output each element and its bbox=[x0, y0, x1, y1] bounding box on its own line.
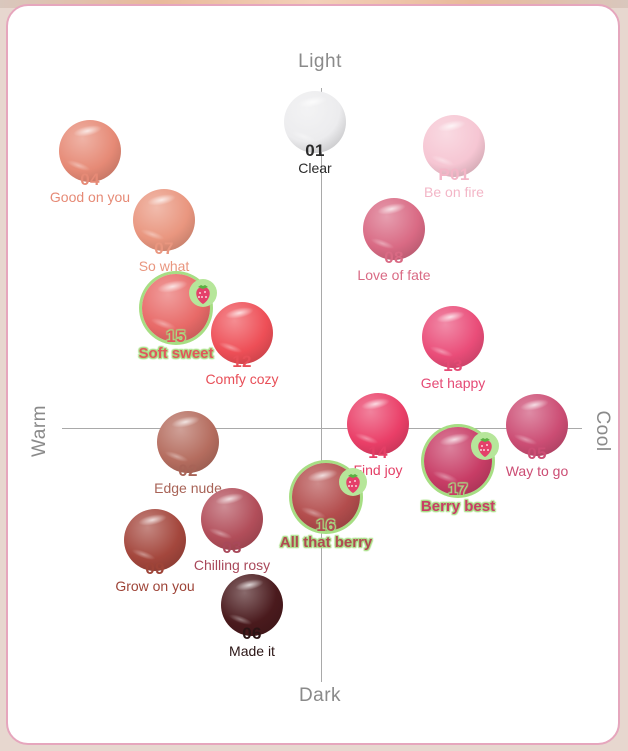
gloss-highlight bbox=[156, 277, 190, 295]
axis-label-cool: Cool bbox=[592, 410, 613, 452]
swatch-13 bbox=[422, 306, 484, 368]
shade-name: Good on you bbox=[49, 189, 131, 205]
axis-label-dark: Dark bbox=[298, 685, 342, 706]
gloss-highlight bbox=[296, 94, 327, 110]
shade-name: Soft sweet bbox=[138, 345, 214, 362]
shade-name: So what bbox=[138, 258, 190, 274]
shade-number: 06 bbox=[242, 624, 262, 643]
shade-name: Edge nude bbox=[154, 480, 222, 496]
shade-number: 04 bbox=[80, 170, 100, 189]
strawberry-icon bbox=[188, 278, 218, 308]
shade-name: Be on fire bbox=[424, 184, 484, 200]
shade-number: 14 bbox=[368, 443, 388, 462]
shade-number: 09 bbox=[145, 559, 165, 578]
axis-label-warm: Warm bbox=[29, 405, 50, 457]
gloss-highlight bbox=[375, 201, 406, 217]
swatch-14 bbox=[347, 393, 409, 455]
shade-name: Comfy cozy bbox=[205, 371, 279, 387]
shade-number: 08 bbox=[384, 248, 404, 267]
gloss-highlight bbox=[213, 491, 244, 507]
gloss-highlight bbox=[223, 305, 254, 321]
shade-number: 02 bbox=[178, 461, 198, 480]
shade-number: 01 bbox=[305, 141, 325, 160]
swatch-02 bbox=[157, 411, 219, 473]
shade-number: 03 bbox=[222, 538, 242, 557]
swatch-p01 bbox=[423, 115, 485, 177]
swatch-09 bbox=[124, 509, 186, 571]
shade-name: Clear bbox=[298, 160, 332, 176]
gloss-highlight bbox=[435, 118, 466, 134]
shade-name: Get happy bbox=[420, 375, 486, 391]
gloss-highlight bbox=[71, 123, 102, 139]
strawberry-icon bbox=[338, 467, 368, 497]
swatch-05 bbox=[506, 394, 568, 456]
gloss-highlight bbox=[434, 309, 465, 325]
gloss-highlight bbox=[306, 466, 340, 484]
gloss-highlight bbox=[359, 396, 390, 412]
swatch-04 bbox=[59, 120, 121, 182]
horizontal-axis bbox=[62, 428, 582, 429]
gloss-highlight bbox=[233, 577, 264, 593]
shade-number: 12 bbox=[232, 352, 252, 371]
shade-name: Way to go bbox=[505, 463, 569, 479]
vertical-axis bbox=[321, 88, 322, 682]
shade-map-card: Light Dark Warm Cool 01 Clear P01 Be on fi… bbox=[6, 4, 620, 745]
swatch-12 bbox=[211, 302, 273, 364]
shade-number: 05 bbox=[527, 444, 547, 463]
shade-number: 17 bbox=[448, 480, 468, 499]
shade-number: 15 bbox=[166, 327, 186, 346]
gloss-highlight bbox=[438, 430, 472, 448]
shade-number: 16 bbox=[316, 516, 336, 535]
shade-name: Made it bbox=[229, 643, 275, 659]
shade-name: Chilling rosy bbox=[193, 557, 271, 573]
gloss-highlight bbox=[145, 192, 176, 208]
gloss-highlight bbox=[169, 414, 200, 430]
shade-name: All that berry bbox=[279, 534, 373, 551]
gloss-highlight bbox=[518, 397, 549, 413]
shade-name: Find joy bbox=[353, 462, 403, 478]
axis-label-light: Light bbox=[298, 51, 342, 72]
shade-name: Grow on you bbox=[115, 578, 195, 594]
swatch-07 bbox=[133, 189, 195, 251]
gloss-highlight bbox=[136, 512, 167, 528]
swatch-03 bbox=[201, 488, 263, 550]
strawberry-icon bbox=[470, 431, 500, 461]
swatch-08 bbox=[363, 198, 425, 260]
swatch-01 bbox=[284, 91, 346, 153]
shade-number: P01 bbox=[438, 165, 470, 184]
shade-number: 07 bbox=[154, 239, 174, 258]
shade-number: 13 bbox=[443, 356, 463, 375]
shade-name: Berry best bbox=[420, 498, 496, 515]
shade-name: Love of fate bbox=[357, 267, 431, 283]
swatch-06 bbox=[221, 574, 283, 636]
